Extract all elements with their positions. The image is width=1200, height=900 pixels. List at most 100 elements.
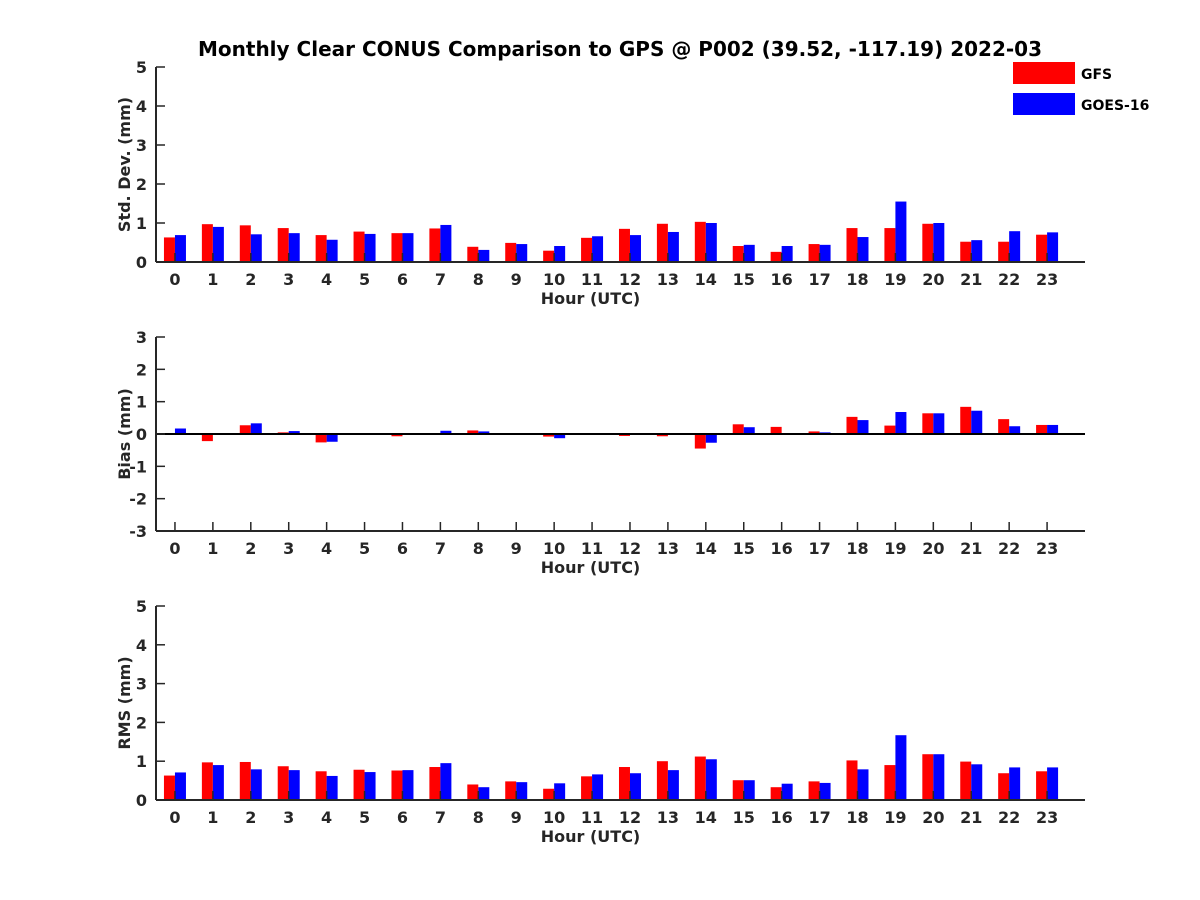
x-tick-label: 6	[397, 539, 408, 558]
x-tick-label: 22	[998, 539, 1020, 558]
y-tick-label: -3	[129, 522, 147, 541]
y-tick-label: 1	[136, 214, 147, 233]
bar-gfs-hour-18	[846, 760, 858, 800]
bar-goes-16-hour-6	[402, 770, 414, 800]
x-tick-label: 3	[283, 270, 294, 289]
x-tick-label: 1	[207, 539, 218, 558]
bar-gfs-hour-6	[391, 770, 403, 800]
y-tick-label: -2	[129, 490, 147, 509]
y-tick-label: 2	[136, 713, 147, 732]
bar-gfs-hour-22	[998, 419, 1010, 434]
bar-gfs-hour-20	[922, 754, 934, 800]
bar-gfs-hour-13	[656, 434, 668, 437]
x-tick-label: 8	[473, 539, 484, 558]
bar-goes-16-hour-5	[364, 772, 376, 800]
y-tick-label: 1	[136, 393, 147, 412]
bar-goes-16-hour-23	[1047, 767, 1059, 800]
x-tick-label: 14	[695, 270, 717, 289]
bar-gfs-hour-14	[694, 221, 706, 262]
x-tick-label: 20	[922, 539, 944, 558]
bar-gfs-hour-11	[581, 237, 593, 262]
bar-goes-16-hour-7	[440, 224, 452, 262]
y-tick-label: 1	[136, 752, 147, 771]
bar-goes-16-hour-3	[288, 770, 300, 800]
x-tick-label: 8	[473, 270, 484, 289]
x-tick-label: 11	[581, 270, 603, 289]
bar-gfs-hour-12	[618, 767, 630, 800]
bar-goes-16-hour-17	[819, 782, 831, 800]
x-tick-label: 7	[435, 539, 446, 558]
y-axis-title: RMS (mm)	[115, 656, 134, 749]
bar-gfs-hour-13	[656, 223, 668, 262]
bar-gfs-hour-10	[543, 434, 555, 437]
bar-goes-16-hour-20	[933, 413, 945, 434]
x-tick-label: 23	[1036, 808, 1058, 827]
bar-gfs-hour-5	[353, 231, 365, 262]
bar-gfs-hour-2	[239, 425, 251, 434]
x-tick-label: 4	[321, 270, 332, 289]
bar-goes-16-hour-21	[971, 764, 983, 800]
x-tick-label: 7	[435, 270, 446, 289]
bar-gfs-hour-23	[1036, 234, 1048, 262]
bar-gfs-hour-0	[163, 237, 175, 262]
bar-goes-16-hour-8	[478, 249, 490, 262]
bar-goes-16-hour-2	[250, 423, 262, 434]
bar-gfs-hour-4	[315, 771, 327, 800]
bar-goes-16-hour-11	[592, 774, 604, 800]
bar-goes-16-hour-22	[1009, 426, 1021, 434]
x-tick-label: 23	[1036, 539, 1058, 558]
x-axis-title: Hour (UTC)	[541, 289, 641, 308]
x-tick-label: 4	[321, 808, 332, 827]
x-tick-label: 9	[511, 808, 522, 827]
y-tick-label: 2	[136, 175, 147, 194]
bar-gfs-hour-4	[315, 235, 327, 262]
bar-gfs-hour-23	[1036, 771, 1048, 800]
bar-gfs-hour-19	[884, 765, 896, 800]
x-tick-label: 22	[998, 270, 1020, 289]
bar-gfs-hour-1	[201, 762, 213, 800]
bar-goes-16-hour-16	[781, 783, 793, 800]
bar-goes-16-hour-22	[1009, 767, 1021, 800]
bar-gfs-hour-21	[960, 241, 972, 262]
chart-title: Monthly Clear CONUS Comparison to GPS @ …	[198, 37, 1042, 61]
bar-goes-16-hour-9	[516, 244, 528, 262]
bar-gfs-hour-21	[960, 406, 972, 434]
bar-gfs-hour-0	[163, 775, 175, 800]
bar-goes-16-hour-13	[667, 770, 679, 800]
bar-gfs-hour-14	[694, 756, 706, 800]
bar-goes-16-hour-14	[705, 223, 717, 262]
bar-goes-16-hour-6	[402, 233, 414, 262]
bar-gfs-hour-9	[505, 781, 517, 800]
bar-gfs-hour-14	[694, 434, 706, 449]
x-tick-label: 18	[846, 270, 868, 289]
x-tick-label: 15	[733, 539, 755, 558]
x-tick-label: 2	[245, 539, 256, 558]
bar-gfs-hour-3	[277, 766, 289, 800]
bar-goes-16-hour-22	[1009, 231, 1021, 262]
legend-swatch-gfs	[1013, 62, 1075, 84]
bar-goes-16-hour-2	[250, 769, 262, 800]
x-tick-label: 12	[619, 270, 641, 289]
bar-goes-16-hour-4	[326, 239, 338, 262]
bar-goes-16-hour-19	[895, 201, 907, 262]
bar-goes-16-hour-8	[478, 787, 490, 800]
x-tick-label: 13	[657, 539, 679, 558]
x-tick-label: 2	[245, 808, 256, 827]
bar-goes-16-hour-3	[288, 431, 300, 434]
x-tick-label: 0	[169, 270, 180, 289]
bar-goes-16-hour-0	[174, 772, 186, 800]
x-tick-label: 16	[771, 270, 793, 289]
y-tick-label: 5	[136, 597, 147, 616]
bar-goes-16-hour-1	[212, 226, 224, 262]
x-tick-label: 16	[771, 539, 793, 558]
bar-gfs-hour-4	[315, 434, 327, 443]
bar-gfs-hour-7	[429, 228, 441, 262]
x-tick-label: 13	[657, 808, 679, 827]
bar-gfs-hour-17	[808, 431, 820, 434]
x-tick-label: 21	[960, 539, 982, 558]
bar-goes-16-hour-19	[895, 412, 907, 434]
bar-goes-16-hour-8	[478, 431, 490, 434]
